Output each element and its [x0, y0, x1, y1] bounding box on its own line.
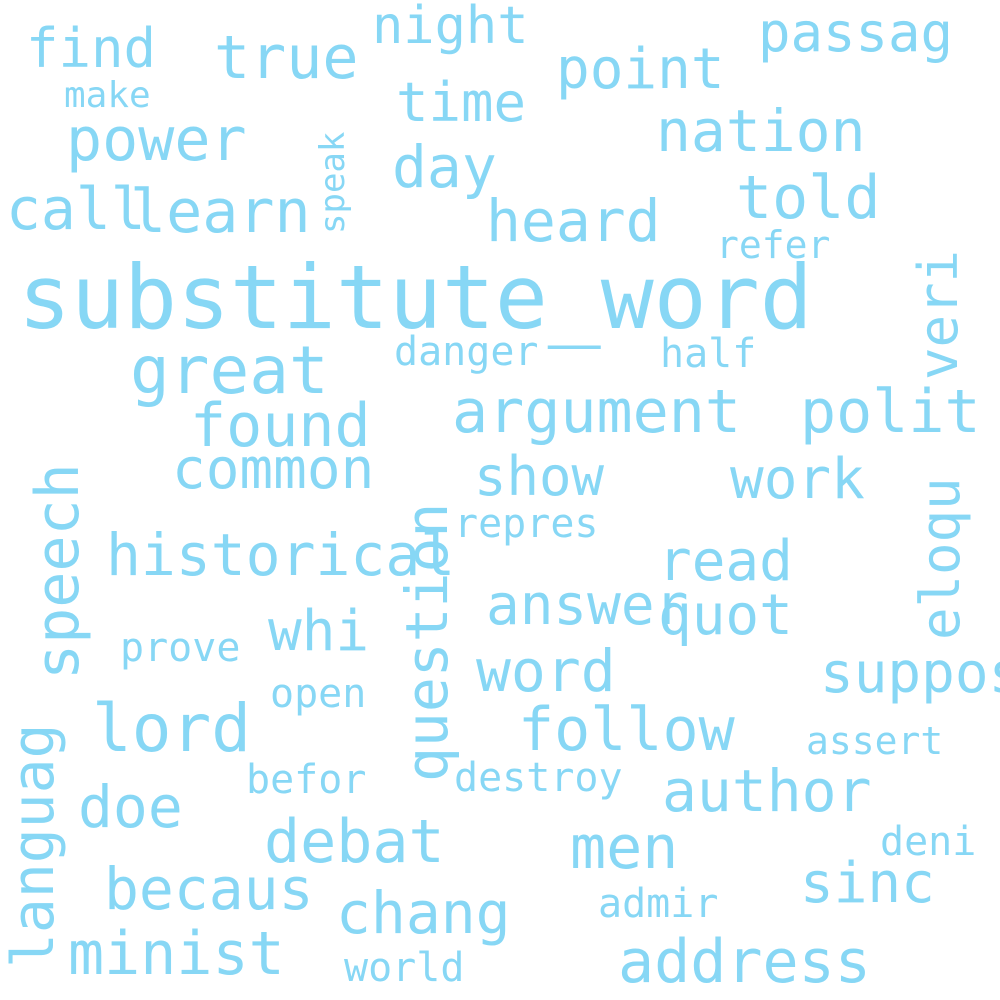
word-read: becaus: [104, 860, 314, 918]
word-doe: men: [570, 818, 678, 878]
word-call: learn: [130, 182, 311, 242]
word-night: night: [372, 0, 529, 52]
word-address: address: [618, 932, 871, 992]
word-admir: admir: [598, 884, 718, 924]
word-assert: assert: [806, 722, 943, 760]
word-day: call: [6, 180, 146, 238]
word-argument: argument: [452, 382, 741, 442]
word-power: power: [66, 110, 247, 170]
word-passag: passag: [758, 6, 953, 60]
word-speak: speak: [316, 132, 350, 234]
word-show: work: [730, 452, 865, 508]
word-learn: minist: [68, 924, 285, 984]
word-suppos: show: [474, 450, 604, 504]
word-prove: prove: [120, 628, 240, 668]
word-men: day: [392, 138, 497, 196]
word-eloqu: eloqu: [914, 477, 968, 640]
word-whi: whi: [268, 604, 369, 660]
word-world: world: [344, 948, 464, 988]
word-author: author: [662, 762, 872, 820]
word-veri: veri: [912, 250, 966, 380]
word-polit: polit: [800, 382, 981, 442]
word-heard: heard: [486, 192, 661, 250]
word-point: point: [556, 42, 725, 98]
word-answer: word: [476, 642, 616, 700]
word-speech: speech: [28, 463, 88, 680]
word-found: found: [190, 396, 371, 456]
word-historical: historical: [106, 526, 455, 584]
word-open: open: [270, 674, 366, 714]
word-lord: lord: [92, 696, 251, 762]
word-word: read: [658, 534, 793, 590]
word-half: half: [660, 334, 756, 374]
word-follow: follow: [518, 700, 735, 760]
word-destroy: destroy: [454, 758, 623, 798]
word-told: told: [736, 168, 881, 228]
word-danger: danger: [394, 332, 539, 372]
word-deni: deni: [880, 822, 976, 862]
word-find: true: [214, 28, 359, 88]
word-sinc: doe: [78, 778, 183, 836]
word-make: make: [64, 78, 151, 114]
word-refer: refer: [716, 226, 830, 264]
word-becaus: chang: [336, 884, 511, 942]
word-befor: befor: [246, 760, 366, 800]
word-languag: languag: [4, 724, 62, 968]
word-nation: nation: [656, 102, 866, 160]
word-repres: repres: [454, 504, 599, 544]
word-work: find: [26, 22, 156, 76]
word-true: time: [396, 76, 526, 130]
